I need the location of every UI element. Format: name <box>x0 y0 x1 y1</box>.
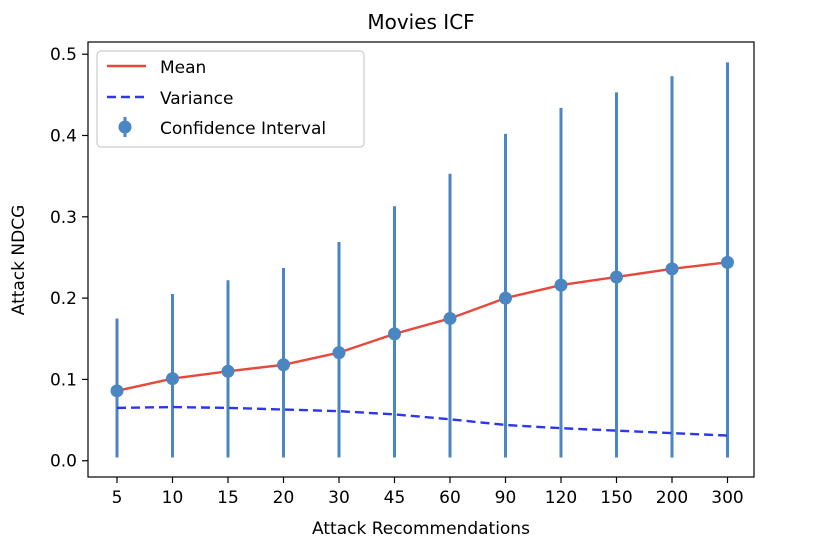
variance-line <box>116 405 728 437</box>
mean-line <box>116 261 728 392</box>
x-tick-label: 5 <box>112 488 123 508</box>
plot-frame <box>87 41 755 478</box>
x-tick-label: 45 <box>384 488 406 508</box>
plot-area <box>110 62 734 458</box>
legend-box <box>96 50 365 148</box>
x-tick-label: 10 <box>162 488 184 508</box>
y-tick-label: 0.1 <box>50 370 77 390</box>
data-point <box>277 358 290 372</box>
chart-title: Movies ICF <box>367 10 474 34</box>
x-tick-label: 90 <box>495 488 517 508</box>
data-point <box>221 364 235 378</box>
legend-ci-label: Confidence Interval <box>160 119 326 139</box>
data-point <box>721 255 734 269</box>
y-axis-label: Attack NDCG <box>9 205 29 316</box>
y-tick-label: 0.0 <box>50 452 77 472</box>
data-point <box>166 372 179 386</box>
y-tick-label: 0.5 <box>50 45 77 65</box>
x-tick-label: 200 <box>656 488 688 508</box>
data-point <box>388 327 401 341</box>
data-point <box>110 384 124 398</box>
legend-variance-label: Variance <box>160 89 233 109</box>
legend-mean-label: Mean <box>160 58 206 78</box>
data-point <box>332 346 346 360</box>
x-tick-label: 150 <box>600 488 632 508</box>
legend-ci-point <box>118 120 132 134</box>
x-tick-label: 30 <box>328 488 350 508</box>
x-axis-label: Attack Recommendations <box>312 519 530 539</box>
x-axis: 5 10 15 20 30 45 60 90 120 150 200 300 <box>112 477 744 508</box>
x-tick-label: 300 <box>711 488 743 508</box>
y-axis: 0.0 0.1 0.2 0.3 0.4 0.5 <box>50 45 88 472</box>
x-tick-label: 20 <box>273 488 295 508</box>
y-tick-label: 0.4 <box>50 127 77 147</box>
data-point <box>499 291 512 305</box>
x-tick-label: 15 <box>217 488 239 508</box>
data-point <box>443 311 457 325</box>
x-tick-label: 120 <box>545 488 577 508</box>
data-point <box>554 278 568 292</box>
data-point <box>610 270 623 284</box>
y-tick-label: 0.2 <box>50 289 77 309</box>
y-tick-label: 0.3 <box>50 208 77 228</box>
data-point <box>665 262 679 276</box>
x-tick-label: 60 <box>439 488 461 508</box>
legend: Mean Variance Confidence Interval <box>96 50 365 148</box>
